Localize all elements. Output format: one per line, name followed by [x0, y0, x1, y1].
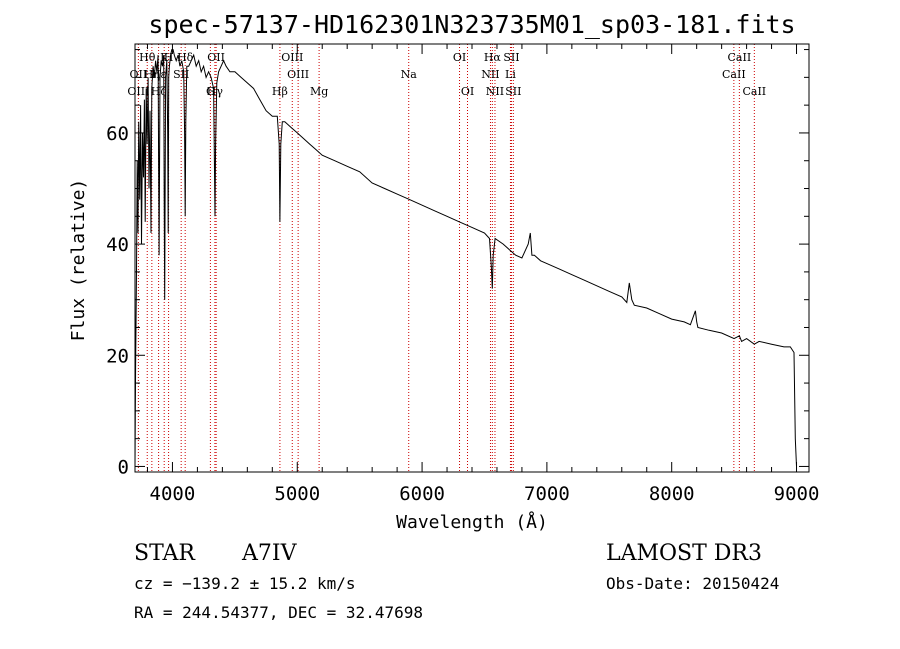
line-label: OIII [281, 51, 303, 64]
line-label: Hβ [272, 85, 288, 98]
x-tick-label: 6000 [399, 483, 445, 505]
x-tick-label: 8000 [649, 483, 695, 505]
line-label: OIII [287, 68, 309, 81]
line-label: OII [130, 68, 148, 81]
y-tick-label: 40 [106, 234, 129, 256]
spectral-line-markers [137, 44, 755, 472]
x-tick-label: 5000 [274, 483, 320, 505]
y-tick-label: 20 [106, 345, 129, 367]
line-label: Hγ [207, 85, 224, 98]
y-tick-label: 0 [118, 456, 129, 478]
chart-title: spec-57137-HD162301N323735M01_sp03-181.f… [148, 10, 795, 39]
line-label: G [206, 85, 215, 98]
line-label: OIII [127, 85, 149, 98]
line-label: Hθ [139, 51, 156, 64]
x-tick-label: 9000 [774, 483, 820, 505]
line-label: NII [486, 85, 504, 98]
line-label: OI [453, 51, 466, 64]
x-tick-label: 4000 [150, 483, 196, 505]
coordinates: RA = 244.54377, DEC = 32.47698 [134, 603, 423, 622]
line-label: K [160, 51, 169, 64]
line-label: CaII [722, 68, 746, 81]
redshift-velocity: cz = −139.2 ± 15.2 km/s [134, 574, 356, 593]
survey-name: LAMOST DR3 [606, 541, 762, 566]
line-label: Hα [484, 51, 502, 64]
observation-date: Obs-Date: 20150424 [606, 574, 779, 593]
object-type: STAR [134, 541, 196, 566]
line-label: H [164, 51, 174, 64]
line-label: OI [461, 85, 474, 98]
line-label: OII [207, 51, 225, 64]
x-axis-ticks: 4000 5000 6000 7000 8000 9000 [146, 44, 820, 505]
line-label: SII [503, 51, 519, 64]
x-axis-label: Wavelength (Å) [396, 511, 548, 533]
line-label: Li [505, 68, 516, 81]
y-tick-label: 60 [106, 123, 129, 145]
plot-frame [134, 43, 810, 473]
line-label: NII [481, 68, 499, 81]
line-label: SII [173, 68, 189, 81]
line-label: CaII [742, 85, 766, 98]
line-label: SII [505, 85, 521, 98]
spectrum-line [134, 49, 797, 467]
line-label: CaII [728, 51, 752, 64]
y-axis-label: Flux (relative) [68, 179, 89, 342]
line-label: Mg [310, 85, 328, 98]
x-tick-label: 7000 [524, 483, 570, 505]
object-subclass: A7IV [241, 541, 298, 566]
line-label: Na [401, 68, 418, 81]
line-label: Hδ [177, 51, 194, 64]
y-axis-ticks: 0 20 40 60 [106, 49, 809, 478]
